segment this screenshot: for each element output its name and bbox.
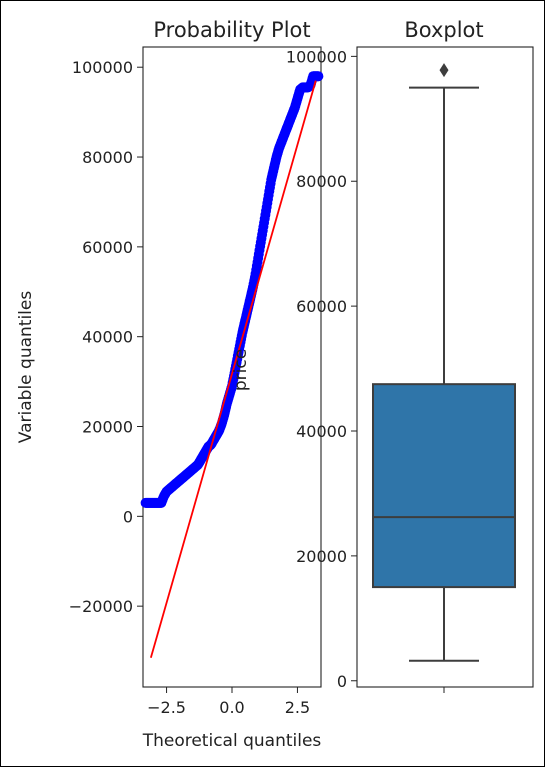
boxplot-y-ticks: 0 20000 40000 60000 80000 100000 (286, 47, 357, 691)
probplot-y-tick-label: 100000 (72, 58, 133, 77)
boxplot: Boxplot 0 20000 40000 60000 80000 100000 pric… (231, 18, 534, 693)
probplot-x-tick-label: 0.0 (219, 698, 244, 717)
probplot-y-tick-label: 20000 (82, 418, 133, 437)
boxplot-y-tick-label: 100000 (286, 47, 347, 66)
probplot-y-tick-label: −20000 (69, 597, 133, 616)
boxplot-y-axis-label: price (231, 349, 251, 391)
probplot-y-tick-label: 40000 (82, 328, 133, 347)
probplot-y-axis-label: Variable quantiles (16, 291, 36, 444)
boxplot-y-tick-label: 20000 (296, 547, 347, 566)
boxplot-body (372, 63, 516, 662)
boxplot-y-tick-label: 60000 (296, 297, 347, 316)
boxplot-y-tick-label: 80000 (296, 172, 347, 191)
probplot-points (140, 71, 324, 508)
probplot-y-tick-label: 0 (123, 507, 133, 526)
probplot-x-tick-label: −2.5 (147, 698, 186, 717)
boxplot-y-tick-label: 40000 (296, 422, 347, 441)
probplot-point (313, 71, 324, 82)
probplot-x-ticks: −2.5 0.0 2.5 (147, 687, 310, 717)
probplot-fit-line (149, 80, 317, 659)
probplot-y-tick-label: 60000 (82, 238, 133, 257)
probplot-title: Probability Plot (153, 18, 310, 42)
probplot-y-tick-label: 80000 (82, 148, 133, 167)
boxplot-y-tick-label: 0 (337, 672, 347, 691)
boxplot-box (372, 383, 516, 589)
probplot-x-tick-label: 2.5 (285, 698, 310, 717)
boxplot-outlier (439, 63, 449, 78)
probability-plot: Probability Plot −20000 0 20000 40000 60000 8… (16, 18, 324, 751)
boxplot-title: Boxplot (404, 18, 483, 42)
probplot-x-axis-label: Theoretical quantiles (142, 731, 322, 751)
probplot-y-ticks: −20000 0 20000 40000 60000 80000 100000 (69, 58, 143, 616)
